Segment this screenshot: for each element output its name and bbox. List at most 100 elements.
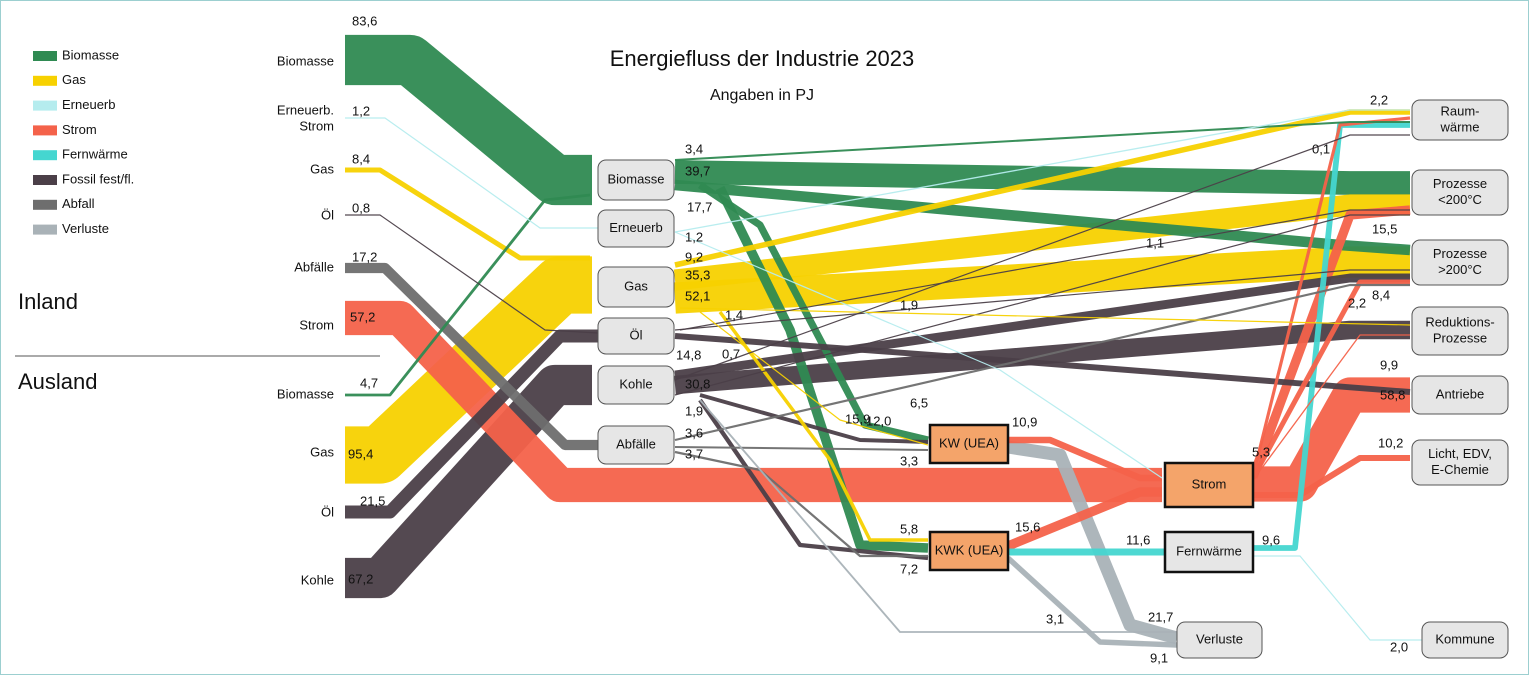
flow-label: 0,1 <box>1312 141 1330 156</box>
node-label: E-Chemie <box>1431 462 1489 477</box>
flow-label: 67,2 <box>348 571 373 586</box>
flow-label: 17,7 <box>687 199 712 214</box>
legend-swatch <box>33 224 57 235</box>
node-label: Gas <box>624 278 648 293</box>
node-label: Öl <box>321 504 334 519</box>
node-label: Licht, EDV, <box>1428 446 1492 461</box>
node-box <box>1421 621 1509 659</box>
node-box <box>1163 461 1255 509</box>
flow-label: 1,2 <box>352 103 370 118</box>
flow <box>345 300 1162 503</box>
flow <box>715 185 929 553</box>
flow <box>698 182 929 444</box>
flow-label: 95,4 <box>348 446 373 461</box>
flow-label: 0,8 <box>352 200 370 215</box>
flow <box>674 134 1410 381</box>
legend-swatch <box>33 100 57 111</box>
flow-label: 17,2 <box>352 249 377 264</box>
flow <box>1250 279 1410 480</box>
flow <box>699 393 929 444</box>
flow <box>1008 436 1162 482</box>
flow-label: 1,9 <box>900 297 918 312</box>
flow-label: 9,6 <box>1262 532 1280 547</box>
region-label: Ausland <box>18 369 98 394</box>
node-label: >200°C <box>1438 262 1482 277</box>
flow-label: 83,6 <box>352 13 377 28</box>
flow <box>1251 116 1411 477</box>
flow <box>345 167 590 261</box>
node-label: Biomasse <box>277 53 334 68</box>
node-box <box>597 159 675 201</box>
legend-label: Gas <box>62 72 86 87</box>
flow <box>699 311 929 446</box>
flow <box>674 446 929 451</box>
flow-label: 15,5 <box>1372 221 1397 236</box>
node-box <box>597 266 675 308</box>
flow-label: 9,9 <box>1380 357 1398 372</box>
node-label: Strom <box>299 118 334 133</box>
flow-label: 6,5 <box>910 395 928 410</box>
flow-label: 21,7 <box>1148 609 1173 624</box>
node-label: Kohle <box>301 572 334 587</box>
flow-label: 2,2 <box>1348 295 1366 310</box>
flow <box>674 246 1410 314</box>
node-label: Erneuerb. <box>277 102 334 117</box>
node-box <box>597 425 675 465</box>
node-label: Prozesse <box>1433 330 1487 345</box>
node-box <box>1411 375 1509 415</box>
flow-label: 9,2 <box>685 249 703 264</box>
node-box <box>597 209 675 248</box>
flow-label: 2,2 <box>1370 92 1388 107</box>
flow-label: 10,2 <box>1378 435 1403 450</box>
flow-label: 39,7 <box>685 163 710 178</box>
flow-label: 35,3 <box>685 267 710 282</box>
flow-label: 3,1 <box>1046 611 1064 626</box>
flow <box>674 160 1410 195</box>
flow-label: 9,1 <box>1150 650 1168 665</box>
flow <box>674 109 1410 233</box>
node-box <box>1411 99 1509 141</box>
region-label: Inland <box>18 289 78 314</box>
node-box <box>1411 169 1509 216</box>
flow-label: 3,3 <box>900 453 918 468</box>
nodes <box>597 99 1509 659</box>
node-label: Prozesse <box>1433 246 1487 261</box>
flow <box>1253 122 1410 551</box>
flow <box>1253 377 1410 502</box>
flow <box>345 214 599 334</box>
node-label: KW (UEA) <box>939 435 999 450</box>
flow <box>345 34 592 206</box>
node-label: Öl <box>321 207 334 222</box>
node-label: Fernwärme <box>1176 543 1242 558</box>
flow-label: 52,1 <box>685 288 710 303</box>
flow <box>345 364 592 599</box>
node-label: Antriebe <box>1436 386 1484 401</box>
flow-label: 15,9 <box>845 411 870 426</box>
flow <box>674 214 1410 396</box>
flow-label: 5,3 <box>1252 444 1270 459</box>
flow-label: 14,8 <box>676 347 701 362</box>
flow-label: 10,9 <box>1012 414 1037 429</box>
legend-label: Erneuerb <box>62 97 115 112</box>
flow-label: 3,4 <box>685 141 703 156</box>
flow <box>345 329 598 519</box>
node-label: Biomasse <box>607 171 664 186</box>
node-box <box>928 423 1010 465</box>
node-label: Erneuerb <box>609 220 662 235</box>
flow-label: 1,1 <box>1146 235 1164 250</box>
node-box <box>928 530 1010 572</box>
title: Energiefluss der Industrie 2023 <box>610 46 915 71</box>
flow-label: 11,6 <box>1126 532 1150 547</box>
node-label: Strom <box>1192 476 1227 491</box>
flow <box>679 209 1410 331</box>
flow <box>674 333 1411 395</box>
node-label: Kohle <box>619 376 652 391</box>
flow <box>345 262 598 451</box>
legend-label: Fernwärme <box>62 147 128 162</box>
legend-swatch <box>33 199 57 210</box>
legend-label: Verluste <box>62 221 109 236</box>
flow <box>1253 454 1410 499</box>
legend-swatch <box>33 150 57 161</box>
node-box <box>1411 306 1509 356</box>
flow <box>1006 555 1178 648</box>
